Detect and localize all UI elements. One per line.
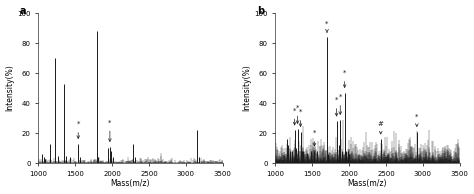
Text: a: a [20, 5, 27, 16]
X-axis label: Mass(m/z): Mass(m/z) [348, 179, 387, 188]
Text: *: * [335, 97, 338, 116]
Text: *: * [338, 94, 342, 114]
Text: b: b [257, 5, 264, 16]
Text: *: * [299, 109, 302, 126]
Text: *: * [313, 130, 316, 146]
Y-axis label: Intensity(%): Intensity(%) [243, 65, 252, 111]
Text: #: # [378, 121, 383, 134]
Text: *: * [415, 113, 419, 126]
Text: *: * [76, 121, 80, 139]
Text: *: * [343, 70, 346, 87]
Y-axis label: Intensity(%): Intensity(%) [6, 65, 15, 111]
Text: *: * [108, 120, 111, 141]
Text: *: * [293, 107, 296, 125]
Text: *: * [325, 21, 328, 32]
X-axis label: Mass(m/z): Mass(m/z) [111, 179, 150, 188]
Text: *: * [296, 105, 299, 123]
